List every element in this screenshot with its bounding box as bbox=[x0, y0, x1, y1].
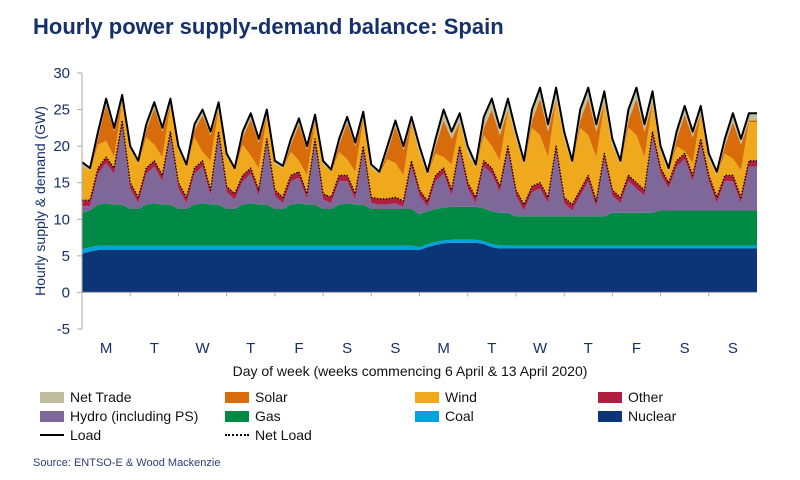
area-gas bbox=[82, 203, 757, 250]
x-tick-label: T bbox=[150, 340, 159, 357]
y-tick-label: 5 bbox=[62, 248, 70, 265]
x-tick-label: S bbox=[728, 340, 738, 357]
y-tick-label: 0 bbox=[62, 284, 70, 301]
x-tick-label: W bbox=[533, 340, 548, 357]
x-tick-label: S bbox=[342, 340, 352, 357]
area-hydro-including-ps bbox=[82, 126, 757, 217]
x-tick-label: S bbox=[680, 340, 690, 357]
chart-title: Hourly power supply-demand balance: Spai… bbox=[33, 14, 504, 39]
line-net-load bbox=[82, 119, 757, 206]
x-tick-label: M bbox=[437, 340, 450, 357]
x-tick-label: T bbox=[584, 340, 593, 357]
y-tick-label: 15 bbox=[53, 175, 70, 192]
line-load bbox=[81, 86, 757, 173]
x-tick-label: T bbox=[487, 340, 496, 357]
x-tick-label: S bbox=[390, 340, 400, 357]
x-tick-label: F bbox=[632, 340, 641, 357]
area-coal bbox=[82, 239, 757, 254]
x-tick-label: F bbox=[294, 340, 303, 357]
area-nuclear bbox=[82, 242, 757, 293]
y-tick-label: 30 bbox=[53, 65, 70, 82]
y-tick-label: 20 bbox=[53, 138, 70, 155]
area-solar bbox=[82, 98, 757, 176]
x-axis-label: Day of week (weeks commencing 6 April & … bbox=[233, 363, 588, 379]
area-other bbox=[82, 120, 757, 211]
source-note: Source: ENTSO-E & Wood Mackenzie bbox=[33, 457, 221, 469]
x-tick-label: W bbox=[195, 340, 210, 357]
y-tick-label: 10 bbox=[53, 211, 70, 228]
y-tick-label: 25 bbox=[53, 102, 70, 119]
x-tick-label: T bbox=[246, 340, 255, 357]
area-wind bbox=[82, 100, 757, 205]
y-axis-label: Hourly supply & demand (GW) bbox=[32, 106, 48, 296]
x-tick-label: M bbox=[100, 340, 113, 357]
y-tick-label: -5 bbox=[57, 321, 70, 338]
